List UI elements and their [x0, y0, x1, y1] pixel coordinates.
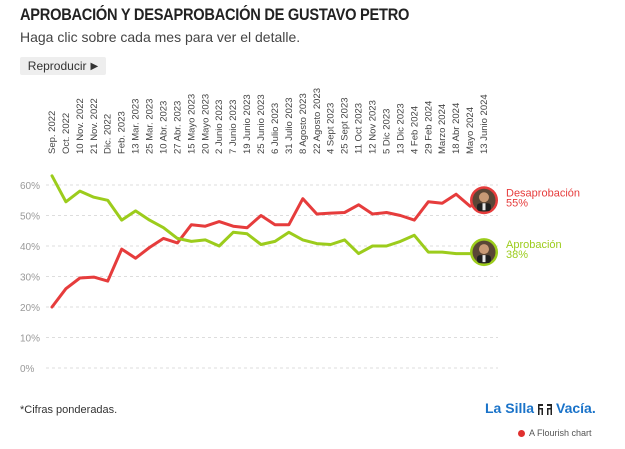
- series-value-label: 38%: [506, 249, 528, 261]
- y-tick-label: 40%: [20, 242, 40, 253]
- x-tick-label[interactable]: 7 Junio 2023: [228, 100, 239, 154]
- x-tick-label[interactable]: 4 Sept 2023: [326, 103, 337, 154]
- x-tick-label[interactable]: 10 Abr. 2023: [158, 101, 169, 154]
- x-tick-label[interactable]: 4 Feb 2024: [409, 106, 420, 154]
- x-tick-label[interactable]: Marzo 2024: [437, 104, 448, 154]
- x-tick-label[interactable]: 13 Dic 2023: [395, 103, 406, 154]
- flourish-credit-label: A Flourish chart: [529, 428, 592, 438]
- x-tick-label[interactable]: 25 Mar. 2023: [145, 99, 156, 154]
- x-tick-label[interactable]: 19 Junio 2023: [242, 94, 253, 154]
- x-tick-label[interactable]: 2 Junio 2023: [214, 100, 225, 154]
- chart-title: APROBACIÓN Y DESAPROBACIÓN DE GUSTAVO PE…: [20, 5, 410, 24]
- y-tick-label: 10%: [20, 334, 40, 345]
- y-tick-label: 30%: [20, 273, 40, 284]
- x-tick-label[interactable]: 27 Abr. 2023: [172, 101, 183, 154]
- y-tick-label: 50%: [20, 212, 40, 223]
- x-tick-label[interactable]: 29 Feb 2024: [423, 101, 434, 154]
- x-tick-label[interactable]: 12 Nov 2023: [368, 100, 379, 154]
- play-button-label: Reproducir: [27, 59, 87, 73]
- series-line-1: [50, 174, 486, 256]
- x-tick-label[interactable]: 15 Mayo 2023: [186, 94, 197, 154]
- x-tick-label[interactable]: 11 Oct 2023: [354, 103, 365, 154]
- y-tick-label: 60%: [20, 181, 40, 192]
- chart-subtitle: Haga clic sobre cada mes para ver el det…: [20, 29, 301, 45]
- play-icon: ▶: [90, 60, 99, 72]
- x-tick-label[interactable]: 10 Nov. 2022: [75, 98, 86, 154]
- avatar-face-1: [479, 244, 489, 255]
- avatar-face-0: [479, 192, 489, 203]
- play-button[interactable]: Reproducir ▶: [20, 57, 106, 75]
- x-tick-label[interactable]: Feb. 2023: [117, 111, 128, 154]
- x-tick-label[interactable]: 25 Sept 2023: [340, 97, 351, 154]
- brand-logo[interactable]: La Silla Vacía.: [485, 400, 596, 416]
- x-tick-label[interactable]: 18 Abr 2024: [451, 103, 462, 154]
- avatar-shirt-1: [482, 255, 486, 263]
- avatar-shirt-0: [482, 203, 486, 211]
- x-tick-label[interactable]: 20 Mayo 2023: [200, 94, 211, 154]
- series-name-label: Aprobación: [506, 239, 562, 251]
- chair-icon: [538, 404, 553, 415]
- series-line-0: [50, 192, 486, 309]
- x-tick-label[interactable]: 22 Agosto 2023: [312, 88, 323, 154]
- brand-text-right: Vacía.: [556, 400, 596, 416]
- x-tick-label[interactable]: 5 Dic 2023: [381, 109, 392, 154]
- flourish-icon: [518, 429, 525, 437]
- series-value-label: 55%: [506, 197, 528, 209]
- footnote: *Cifras ponderadas.: [20, 404, 118, 416]
- x-tick-label[interactable]: Dic. 2022: [103, 114, 114, 154]
- x-tick-label[interactable]: Oct. 2022: [61, 113, 72, 154]
- x-tick-label[interactable]: Sep. 2022: [47, 111, 58, 154]
- y-tick-label: 20%: [20, 303, 40, 314]
- x-tick-label[interactable]: 13 Mar. 2023: [131, 99, 142, 154]
- x-tick-label[interactable]: Mayo 2024: [465, 107, 476, 154]
- y-tick-label: 0%: [20, 364, 35, 375]
- x-tick-label[interactable]: 8 Agosto 2023: [298, 93, 309, 154]
- x-tick-label[interactable]: 25 Junio 2023: [256, 94, 267, 154]
- series-name-label: Desaprobación: [506, 187, 580, 199]
- brand-text-left: La Silla: [485, 400, 535, 416]
- flourish-credit[interactable]: A Flourish chart: [518, 428, 592, 438]
- x-tick-label[interactable]: 6 Julio 2023: [270, 103, 281, 154]
- x-tick-label[interactable]: 13 Junio 2024: [479, 94, 490, 154]
- x-tick-label[interactable]: 21 Nov. 2022: [89, 98, 100, 154]
- x-tick-label[interactable]: 31 Julio 2023: [284, 97, 295, 154]
